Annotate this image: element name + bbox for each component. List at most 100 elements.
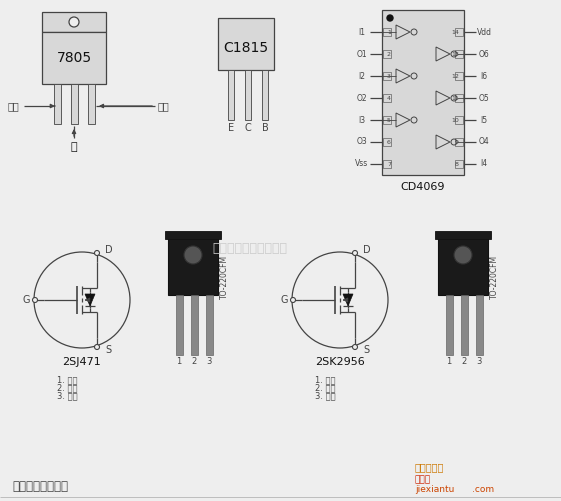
Text: 5: 5 bbox=[387, 118, 391, 123]
Bar bbox=[383, 50, 391, 58]
Bar bbox=[245, 70, 251, 120]
Bar bbox=[206, 295, 213, 355]
Text: 杭州将睿科技有限公司: 杭州将睿科技有限公司 bbox=[213, 241, 287, 255]
Polygon shape bbox=[85, 294, 95, 306]
Text: 2: 2 bbox=[191, 357, 196, 366]
Text: B: B bbox=[261, 123, 268, 133]
Circle shape bbox=[352, 250, 357, 256]
Text: I4: I4 bbox=[480, 159, 488, 168]
Text: E: E bbox=[228, 123, 234, 133]
Text: I3: I3 bbox=[358, 116, 366, 125]
Bar bbox=[218, 18, 274, 70]
Text: 1. 栅极: 1. 栅极 bbox=[315, 375, 335, 384]
Text: 12: 12 bbox=[451, 74, 459, 79]
Bar bbox=[383, 94, 391, 102]
Bar bbox=[455, 138, 463, 146]
Circle shape bbox=[33, 298, 38, 303]
Text: 14: 14 bbox=[451, 30, 459, 35]
Text: 1: 1 bbox=[387, 30, 391, 35]
Text: G: G bbox=[280, 295, 288, 305]
Circle shape bbox=[94, 250, 99, 256]
Circle shape bbox=[69, 17, 79, 27]
Bar bbox=[42, 12, 106, 32]
Text: 4: 4 bbox=[387, 96, 391, 101]
Text: 逆变器所用元器件: 逆变器所用元器件 bbox=[12, 480, 68, 493]
Text: 7805: 7805 bbox=[57, 51, 91, 65]
Bar bbox=[455, 94, 463, 102]
Text: 6: 6 bbox=[387, 139, 391, 144]
Text: D: D bbox=[105, 245, 113, 255]
Text: 11: 11 bbox=[451, 96, 459, 101]
Circle shape bbox=[352, 345, 357, 350]
Text: 13: 13 bbox=[451, 52, 459, 57]
Bar bbox=[455, 50, 463, 58]
Bar bbox=[228, 70, 234, 120]
Text: 2: 2 bbox=[387, 52, 391, 57]
Text: C1815: C1815 bbox=[223, 41, 269, 55]
Bar bbox=[455, 116, 463, 124]
Text: 3: 3 bbox=[387, 74, 391, 79]
Text: O5: O5 bbox=[479, 94, 489, 103]
Bar bbox=[168, 235, 218, 295]
Bar bbox=[438, 235, 488, 295]
Text: S: S bbox=[105, 345, 111, 355]
Text: 2. 源极: 2. 源极 bbox=[315, 383, 335, 392]
Text: jiexiantu: jiexiantu bbox=[415, 485, 454, 494]
Text: 3: 3 bbox=[206, 357, 211, 366]
Text: I1: I1 bbox=[358, 28, 366, 37]
Text: 输入: 输入 bbox=[8, 101, 20, 111]
Text: O1: O1 bbox=[357, 50, 367, 59]
Text: 2SJ471: 2SJ471 bbox=[63, 357, 102, 367]
Text: I2: I2 bbox=[358, 72, 366, 81]
Text: CD4069: CD4069 bbox=[401, 182, 445, 192]
Text: Vss: Vss bbox=[355, 159, 369, 168]
Text: G: G bbox=[22, 295, 30, 305]
Text: 9: 9 bbox=[455, 139, 459, 144]
Text: TO-220CFM: TO-220CFM bbox=[220, 255, 229, 299]
Text: 3: 3 bbox=[476, 357, 482, 366]
Circle shape bbox=[94, 345, 99, 350]
Text: 1. 栅极: 1. 栅极 bbox=[57, 375, 77, 384]
Text: .com: .com bbox=[472, 485, 494, 494]
Bar bbox=[455, 72, 463, 80]
Bar bbox=[383, 138, 391, 146]
Text: I5: I5 bbox=[480, 116, 488, 125]
Text: 3. 漏极: 3. 漏极 bbox=[57, 391, 77, 400]
Bar bbox=[191, 295, 198, 355]
Text: O2: O2 bbox=[357, 94, 367, 103]
Bar bbox=[476, 295, 483, 355]
Text: 2SK2956: 2SK2956 bbox=[315, 357, 365, 367]
Text: 7: 7 bbox=[387, 161, 391, 166]
Text: S: S bbox=[363, 345, 369, 355]
Polygon shape bbox=[343, 294, 353, 306]
Text: I6: I6 bbox=[480, 72, 488, 81]
Circle shape bbox=[291, 298, 296, 303]
Bar bbox=[176, 295, 183, 355]
Text: 10: 10 bbox=[451, 118, 459, 123]
Bar bbox=[455, 28, 463, 36]
Text: 2: 2 bbox=[461, 357, 467, 366]
Bar bbox=[54, 84, 61, 124]
Bar bbox=[383, 116, 391, 124]
Text: Vdd: Vdd bbox=[476, 28, 491, 37]
Bar bbox=[446, 295, 453, 355]
Bar bbox=[383, 160, 391, 168]
Bar bbox=[262, 70, 268, 120]
Text: 电子发烧友: 电子发烧友 bbox=[415, 462, 444, 472]
Bar bbox=[455, 160, 463, 168]
Circle shape bbox=[454, 246, 472, 264]
Bar bbox=[435, 231, 491, 239]
Text: O3: O3 bbox=[357, 137, 367, 146]
Bar bbox=[461, 295, 468, 355]
Text: 2. 源极: 2. 源极 bbox=[57, 383, 77, 392]
Bar bbox=[42, 32, 106, 84]
Bar bbox=[383, 72, 391, 80]
Bar bbox=[383, 28, 391, 36]
Bar bbox=[382, 10, 464, 175]
Text: O4: O4 bbox=[479, 137, 489, 146]
Text: TO-220CFM: TO-220CFM bbox=[490, 255, 499, 299]
Text: O6: O6 bbox=[479, 50, 489, 59]
Text: 输出: 输出 bbox=[158, 101, 170, 111]
Text: 1: 1 bbox=[447, 357, 452, 366]
Text: 1: 1 bbox=[176, 357, 182, 366]
